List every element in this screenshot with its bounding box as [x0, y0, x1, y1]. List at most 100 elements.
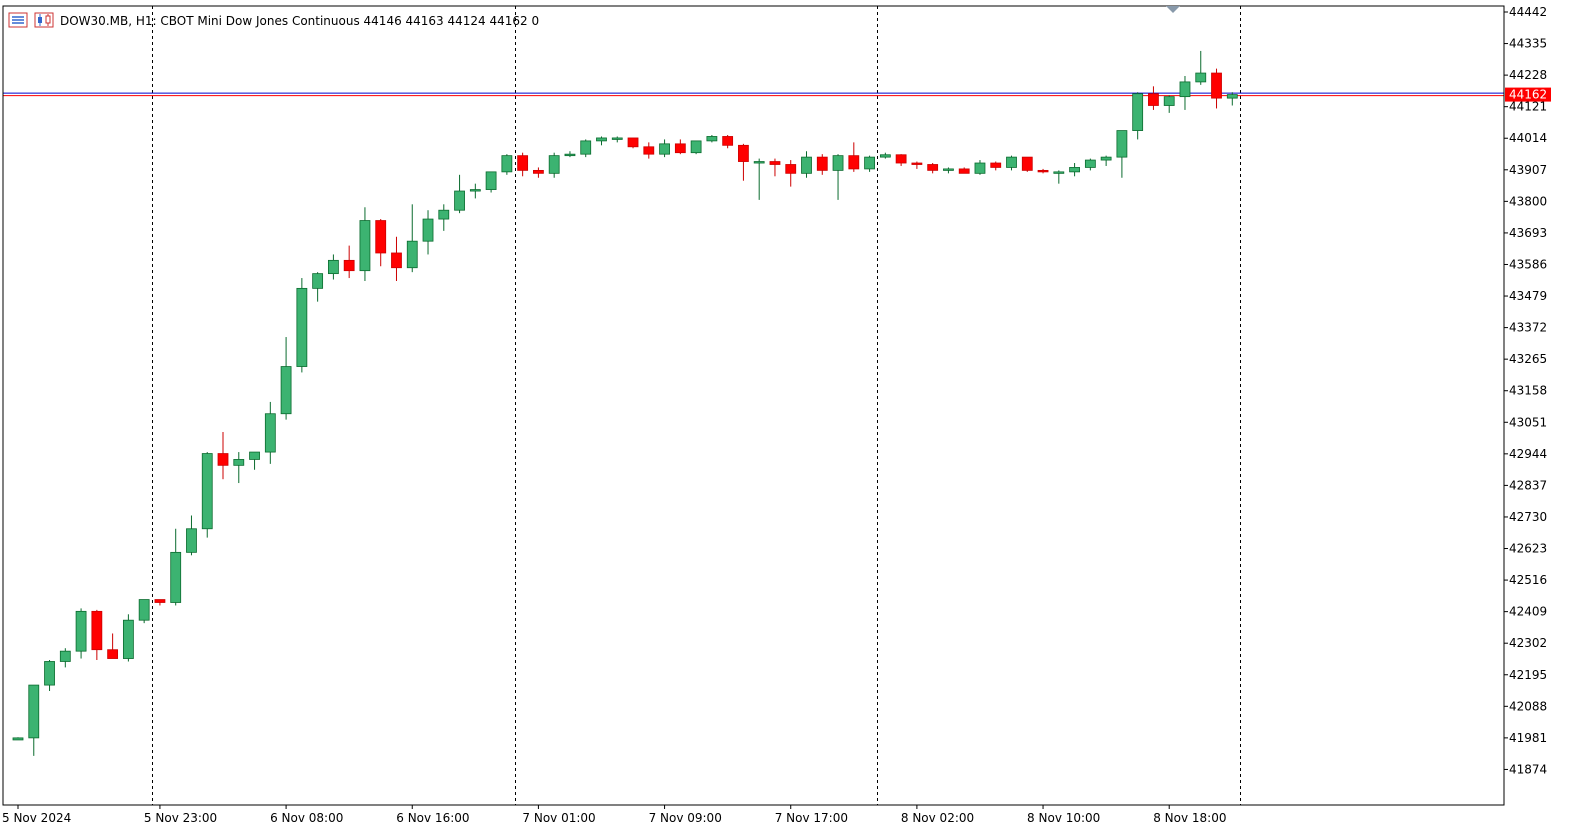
candle[interactable]: [327, 254, 339, 280]
candle-body: [596, 137, 607, 142]
candle[interactable]: [391, 236, 402, 281]
candle[interactable]: [469, 183, 481, 199]
x-tick-label: 5 Nov 23:00: [144, 811, 217, 825]
candle[interactable]: [659, 139, 670, 158]
candle[interactable]: [233, 452, 245, 484]
candle[interactable]: [1148, 86, 1159, 110]
candle[interactable]: [485, 171, 497, 193]
candle[interactable]: [1037, 168, 1049, 174]
candle[interactable]: [280, 337, 292, 420]
candle[interactable]: [517, 152, 529, 177]
candle[interactable]: [611, 136, 623, 143]
candle[interactable]: [375, 219, 387, 267]
candle[interactable]: [501, 154, 513, 175]
candle[interactable]: [59, 648, 71, 668]
candle-body: [674, 143, 686, 154]
candle-body: [422, 218, 434, 242]
candle[interactable]: [958, 167, 970, 174]
candle[interactable]: [1179, 76, 1191, 110]
candle[interactable]: [170, 528, 182, 606]
candle[interactable]: [422, 210, 434, 255]
candle[interactable]: [974, 160, 986, 175]
candle[interactable]: [454, 174, 465, 214]
candle[interactable]: [1100, 155, 1112, 166]
candle[interactable]: [706, 134, 718, 143]
candle[interactable]: [438, 204, 450, 231]
candle[interactable]: [643, 142, 655, 159]
candle[interactable]: [1163, 95, 1175, 113]
candle-body: [359, 220, 371, 272]
candle-body: [548, 155, 560, 174]
candle[interactable]: [674, 139, 686, 155]
candle[interactable]: [596, 136, 607, 146]
candle[interactable]: [911, 161, 923, 169]
candle[interactable]: [769, 158, 781, 177]
candle[interactable]: [154, 599, 166, 606]
y-tick-label: 43372: [1509, 321, 1547, 335]
candle[interactable]: [864, 155, 875, 172]
candle[interactable]: [91, 609, 103, 661]
candle[interactable]: [312, 272, 324, 302]
candle[interactable]: [186, 515, 197, 556]
candle[interactable]: [1053, 170, 1065, 184]
candle[interactable]: [359, 207, 371, 281]
candle[interactable]: [1132, 92, 1144, 140]
price-axis[interactable]: 44442 44335 44228 44121 44014 43907 43800 43693…: [1504, 5, 1547, 776]
time-axis[interactable]: 5 Nov 2024 5 Nov 23:00 6 Nov 08:00 6 Nov 16…: [2, 805, 1226, 825]
candle-body: [1053, 171, 1065, 174]
candle[interactable]: [1006, 155, 1017, 171]
candle[interactable]: [122, 614, 134, 662]
candle[interactable]: [627, 137, 639, 149]
candle-body: [611, 137, 623, 140]
candle[interactable]: [1195, 50, 1207, 85]
candle[interactable]: [927, 163, 939, 174]
candle[interactable]: [753, 158, 765, 200]
candle[interactable]: [785, 160, 797, 187]
candle[interactable]: [138, 599, 150, 624]
x-tick-label: 8 Nov 18:00: [1153, 811, 1226, 825]
candle[interactable]: [580, 139, 592, 158]
candle[interactable]: [264, 401, 276, 464]
candle[interactable]: [943, 167, 954, 174]
candle[interactable]: [217, 432, 229, 480]
candle[interactable]: [296, 278, 308, 373]
scroll-marker-icon[interactable]: [1166, 6, 1180, 13]
candles[interactable]: [12, 50, 1238, 756]
candle[interactable]: [690, 140, 702, 155]
candle-body: [264, 413, 276, 453]
candle[interactable]: [75, 608, 87, 659]
candle[interactable]: [44, 660, 55, 691]
candle[interactable]: [1084, 158, 1096, 171]
candle[interactable]: [1116, 130, 1128, 178]
candle-body: [122, 619, 134, 659]
candle[interactable]: [1021, 156, 1033, 172]
candle[interactable]: [28, 684, 40, 756]
candle[interactable]: [249, 451, 260, 470]
candle[interactable]: [343, 245, 355, 279]
candle[interactable]: [832, 154, 844, 200]
candle[interactable]: [879, 152, 891, 159]
candle[interactable]: [533, 167, 544, 178]
candle[interactable]: [895, 154, 907, 166]
candle-body: [1132, 93, 1144, 131]
candle-body: [107, 649, 119, 659]
candle[interactable]: [1226, 92, 1238, 106]
candle[interactable]: [12, 737, 24, 741]
candle[interactable]: [848, 142, 860, 172]
candle[interactable]: [722, 134, 734, 149]
candle[interactable]: [107, 633, 119, 659]
candle[interactable]: [738, 143, 749, 181]
candle-body: [343, 259, 355, 272]
candle[interactable]: [801, 151, 812, 178]
candle[interactable]: [564, 151, 576, 158]
candle[interactable]: [548, 152, 560, 178]
candle[interactable]: [1211, 68, 1222, 109]
candle[interactable]: [201, 452, 213, 538]
candle[interactable]: [1069, 163, 1080, 177]
candle-body: [75, 610, 87, 652]
candle[interactable]: [406, 204, 418, 273]
candle[interactable]: [990, 161, 1002, 171]
candle[interactable]: [816, 154, 828, 175]
